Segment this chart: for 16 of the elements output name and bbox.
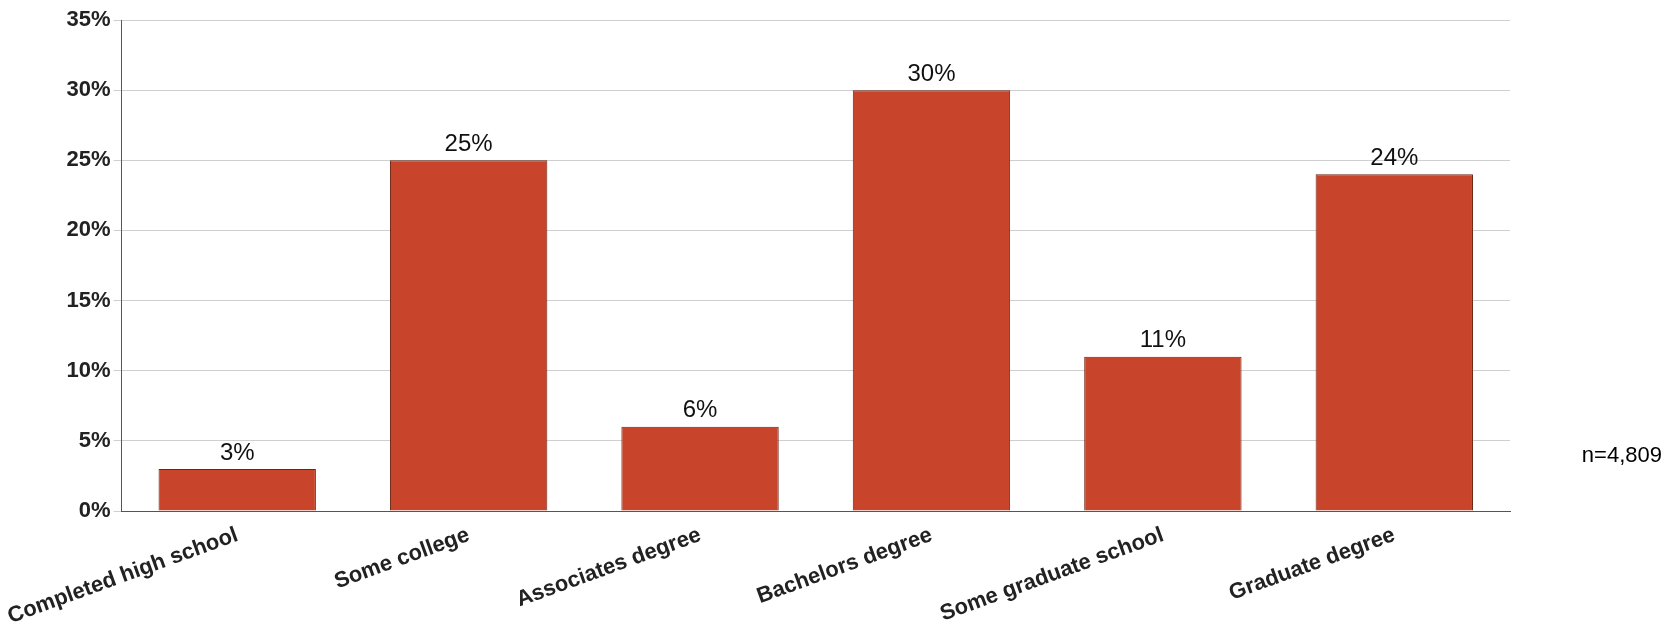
y-tick-label: 10%: [66, 356, 111, 382]
y-tick-label: 5%: [78, 426, 111, 452]
data-label: 3%: [219, 437, 255, 465]
y-tick-label: 35%: [66, 6, 111, 32]
data-label: 30%: [907, 58, 956, 86]
y-tick-label: 0%: [78, 497, 111, 523]
y-tick-label: 25%: [66, 146, 111, 172]
data-label: 6%: [682, 395, 718, 423]
y-tick-label: 20%: [66, 216, 111, 242]
text: n=4,809: [1581, 442, 1662, 468]
x-tick-label: Some college: [330, 521, 473, 594]
data-label: 25%: [444, 128, 493, 156]
data-label: 11%: [1139, 325, 1187, 353]
data-label: 24%: [1370, 142, 1419, 170]
y-tick-label: 30%: [66, 76, 111, 102]
y-tick-label: 15%: [66, 286, 111, 312]
